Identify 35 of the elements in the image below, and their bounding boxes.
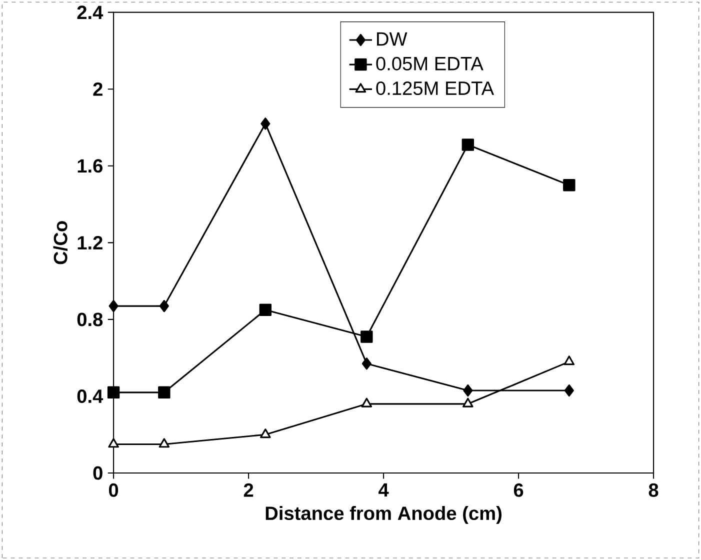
y-tick-label: 0 [93, 466, 102, 480]
point [362, 357, 372, 370]
x-tick-label: 2 [244, 483, 254, 497]
y-tick-label: 2.4 [77, 6, 104, 19]
point [260, 428, 271, 438]
y-tick-label: 2 [93, 82, 102, 96]
point [259, 304, 272, 316]
x-tick-label: 4 [378, 483, 389, 496]
point [462, 398, 474, 408]
point [361, 398, 372, 408]
x-axis-title: Distance from Anode (cm) [266, 506, 502, 524]
point [463, 384, 473, 397]
point [158, 386, 170, 398]
point [564, 384, 574, 397]
point [159, 300, 169, 312]
x-tick-label: 8 [648, 483, 658, 497]
x-tick-label: 6 [514, 483, 524, 497]
point [108, 300, 118, 312]
legend-label: DW [377, 32, 408, 46]
point [462, 138, 474, 151]
y-tick-label: 1.6 [78, 159, 102, 173]
y-tick-label: 0.8 [77, 312, 103, 326]
point [108, 438, 119, 448]
legend-label: 0.125M EDTA [376, 81, 494, 95]
x-tick-label: 0 [108, 483, 118, 497]
point [107, 386, 120, 398]
y-tick-label: 1.2 [78, 236, 102, 250]
y-axis-title: C/Co [53, 221, 68, 264]
point [260, 118, 270, 130]
legend-label: 0.05M EDTA [376, 56, 484, 70]
y-tick-label: 0.4 [77, 389, 104, 403]
point [360, 330, 373, 343]
point [564, 356, 575, 366]
point [158, 438, 170, 448]
point [563, 178, 576, 192]
